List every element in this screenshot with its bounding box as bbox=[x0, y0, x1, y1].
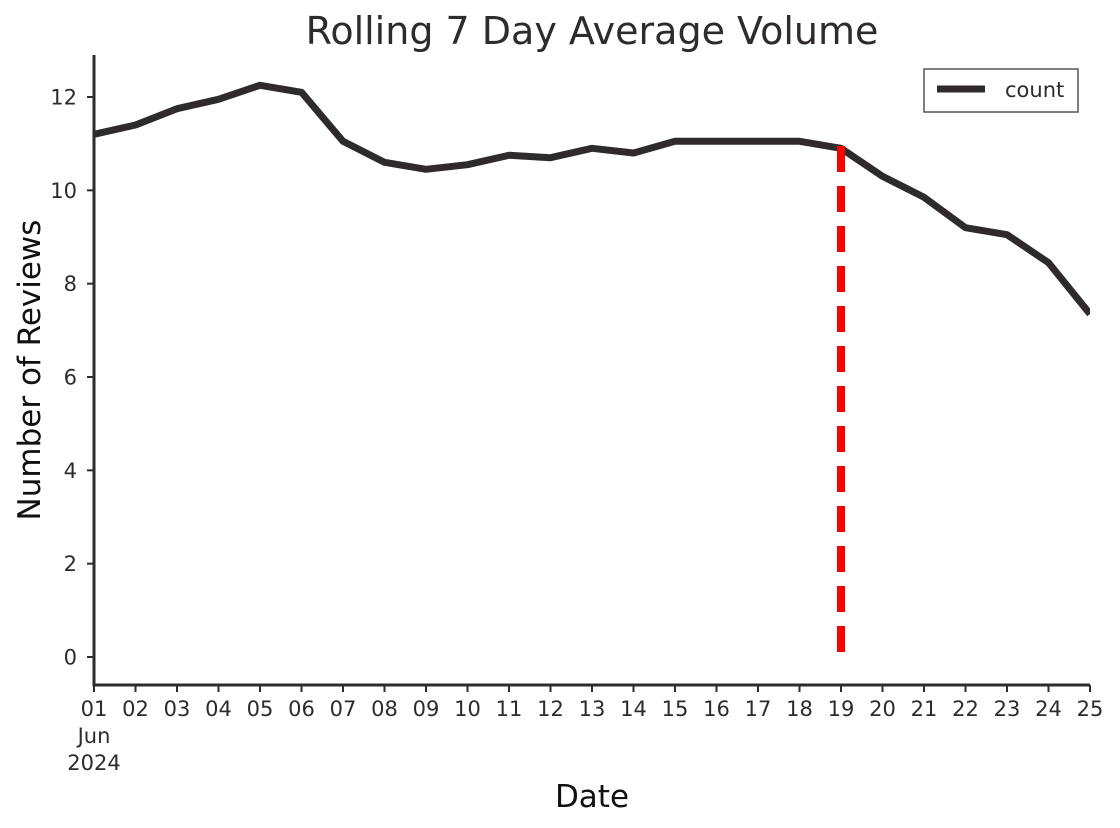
x-tick-label-22: 22 bbox=[952, 697, 979, 721]
y-tick-label-6: 6 bbox=[64, 366, 77, 390]
x-tick-label-23: 23 bbox=[994, 697, 1021, 721]
y-axis-ticks: 0 2 4 6 8 10 12 bbox=[50, 86, 94, 670]
x-tick-label-11: 11 bbox=[496, 697, 523, 721]
x-axis-ticks: 01 02 03 04 05 06 07 08 09 10 11 12 13 14 15 16 17 18 19 20… bbox=[67, 685, 1103, 775]
x-tick-label-10: 10 bbox=[454, 697, 481, 721]
series-line-count bbox=[94, 81, 1090, 317]
legend: count bbox=[923, 68, 1079, 113]
y-tick-label-10: 10 bbox=[50, 179, 77, 203]
x-tick-label-19: 19 bbox=[828, 697, 855, 721]
x-axis-label: Date bbox=[555, 779, 629, 815]
x-tick-label-21: 21 bbox=[911, 697, 938, 721]
x-tick-label-05: 05 bbox=[247, 697, 274, 721]
legend-label-count: count bbox=[1005, 78, 1064, 102]
x-tick-label-01: 01 bbox=[81, 697, 108, 721]
x-tick-label-16: 16 bbox=[703, 697, 730, 721]
y-tick-label-0: 0 bbox=[64, 646, 77, 670]
y-tick-label-2: 2 bbox=[64, 552, 77, 576]
x-tick-label-17: 17 bbox=[745, 697, 772, 721]
x-tick-label-04: 04 bbox=[205, 697, 232, 721]
x-tick-sublabel-1: 2024 bbox=[67, 751, 120, 775]
x-tick-label-14: 14 bbox=[620, 697, 647, 721]
x-tick-label-09: 09 bbox=[413, 697, 440, 721]
y-tick-label-12: 12 bbox=[50, 86, 77, 110]
x-tick-label-25: 25 bbox=[1077, 697, 1104, 721]
x-tick-label-08: 08 bbox=[371, 697, 398, 721]
y-tick-label-4: 4 bbox=[64, 459, 77, 483]
y-axis-label: Number of Reviews bbox=[12, 220, 48, 521]
x-tick-label-20: 20 bbox=[869, 697, 896, 721]
x-tick-label-02: 02 bbox=[122, 697, 149, 721]
x-tick-label-18: 18 bbox=[786, 697, 813, 721]
x-tick-label-24: 24 bbox=[1035, 697, 1062, 721]
x-tick-sublabel-0: Jun bbox=[76, 724, 111, 748]
y-tick-label-8: 8 bbox=[64, 272, 77, 296]
x-tick-label-13: 13 bbox=[579, 697, 606, 721]
x-tick-label-07: 07 bbox=[330, 697, 357, 721]
x-tick-label-12: 12 bbox=[537, 697, 564, 721]
plot-area bbox=[94, 81, 1090, 657]
chart-title: Rolling 7 Day Average Volume bbox=[306, 9, 879, 53]
x-tick-label-15: 15 bbox=[662, 697, 689, 721]
x-tick-label-06: 06 bbox=[288, 697, 315, 721]
x-tick-label-03: 03 bbox=[164, 697, 191, 721]
